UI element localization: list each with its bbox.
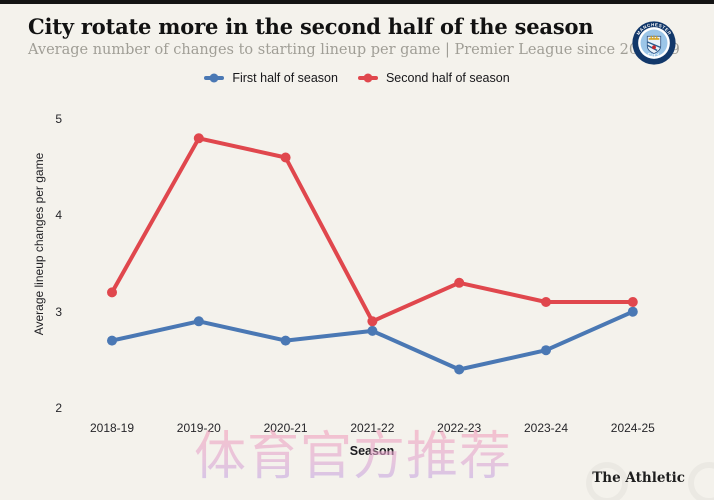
x-tick-label: 2022-23	[437, 421, 482, 435]
chart-subtitle: Average number of changes to starting li…	[28, 42, 680, 58]
data-point-marker	[280, 152, 291, 163]
legend-label-second-half: Second half of season	[385, 71, 510, 85]
x-tick-label: 2020-21	[263, 421, 308, 435]
data-point-marker	[367, 316, 378, 327]
y-tick-label: 3	[55, 304, 62, 319]
x-tick-label: 2018-19	[89, 421, 135, 435]
x-tick-label: 2021-22	[350, 421, 395, 435]
data-point-marker	[541, 345, 551, 356]
data-point-marker	[454, 277, 465, 288]
chart-title: City rotate more in the second half of t…	[28, 14, 594, 39]
data-point-marker	[627, 297, 638, 307]
the-athletic-logo: The Athletic	[592, 470, 685, 486]
legend-label-first-half: First half of season	[232, 71, 338, 85]
legend-item-second-half: Second half of season	[357, 71, 510, 85]
y-tick-label: 2	[55, 401, 62, 415]
legend: First half of season Second half of seas…	[0, 71, 714, 85]
x-tick-label: 2019-20	[176, 421, 221, 435]
data-point-marker	[107, 287, 117, 298]
second-half-marker-icon	[357, 76, 378, 80]
data-point-marker	[541, 297, 551, 307]
x-tick-label: 2024-25	[610, 421, 655, 435]
data-point-marker	[193, 133, 204, 144]
data-point-marker	[454, 364, 465, 375]
legend-item-first-half: First half of season	[204, 71, 338, 85]
crest-bottom-text: CITY	[647, 52, 660, 58]
top-border-bar	[0, 0, 714, 4]
data-point-marker	[107, 335, 117, 346]
manchester-city-crest-icon: MANCHESTER CITY	[632, 21, 676, 65]
data-point-marker	[367, 325, 378, 336]
svg-text:CITY: CITY	[647, 52, 661, 58]
x-axis-title: Season	[349, 444, 395, 458]
x-tick-label: 2023-24	[523, 421, 569, 435]
y-axis-title: Average lineup changes per game	[32, 152, 46, 336]
first-half-marker-icon	[204, 76, 225, 80]
data-point-marker	[193, 316, 204, 327]
y-tick-label: 5	[55, 112, 62, 126]
y-tick-label: 4	[55, 208, 62, 223]
data-point-marker	[280, 335, 291, 346]
data-point-marker	[627, 306, 638, 317]
series-line-second-half	[110, 136, 635, 324]
